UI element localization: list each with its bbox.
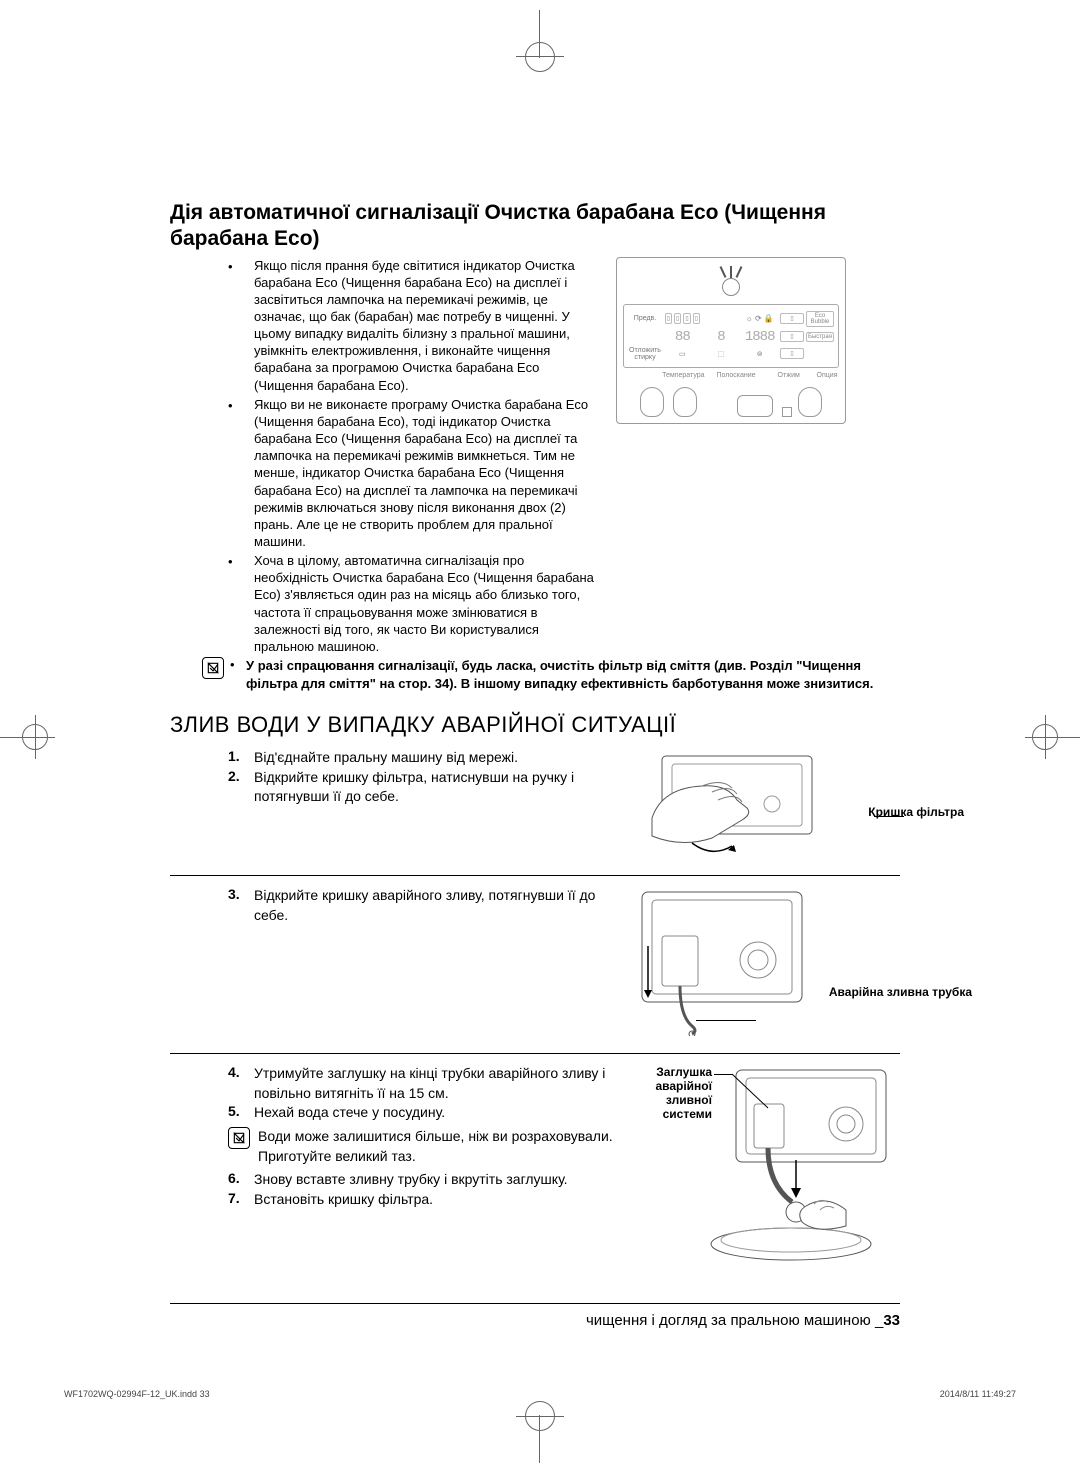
bullet-text: Якщо ви не виконаєте програму Очистка ба… xyxy=(254,396,600,550)
section-title-drain: ЗЛИВ ВОДИ У ВИПАДКУ АВАРІЙНОЇ СИТУАЦІЇ xyxy=(170,712,900,738)
filter-cover-illustration xyxy=(632,748,832,858)
drain-cap-illustration xyxy=(696,1064,896,1264)
step-item: 4. Утримуйте заглушку на кінці трубки ав… xyxy=(170,1064,620,1103)
control-panel-illustration: Предв. ▯▯▯▯ ☼ ⟳ 🔒 ▯ Eco Bubble 88 8 1888… xyxy=(616,257,846,424)
footer-meta-timestamp: 2014/8/11 11:49:27 xyxy=(940,1389,1016,1399)
step-text: Від'єднайте пральну машину від мережі. xyxy=(254,748,518,768)
note-text: У разі спрацювання сигналізації, будь ла… xyxy=(246,657,900,692)
step-item: 7. Встановіть кришку фільтра. xyxy=(170,1190,620,1210)
panel-segment: 1888 xyxy=(741,329,778,345)
step-item: 6. Знову вставте зливну трубку і вкрутіт… xyxy=(170,1170,620,1190)
panel-label: Eco Bubble xyxy=(806,311,834,327)
note-block: • У разі спрацювання сигналізації, будь … xyxy=(170,657,900,692)
bullet-item: • Якщо ви не виконаєте програму Очистка … xyxy=(228,396,600,550)
crop-mark xyxy=(525,1401,555,1431)
callout-drain-tube: Аварійна зливна трубка xyxy=(829,986,972,1000)
panel-segment: 88 xyxy=(664,329,701,345)
footer-page-number: 33 xyxy=(883,1312,900,1329)
separator xyxy=(170,875,900,876)
note-text: Води може залишитися більше, ніж ви розр… xyxy=(258,1127,620,1166)
step-item: 1. Від'єднайте пральну машину від мережі… xyxy=(170,748,620,768)
step-text: Утримуйте заглушку на кінці трубки аварі… xyxy=(254,1064,620,1103)
bullet-text: Хоча в цілому, автоматична сигналізація … xyxy=(254,552,600,655)
crop-mark xyxy=(525,42,555,72)
panel-col-label: Температура xyxy=(657,372,710,379)
step-text: Відкрийте кришку аварійного зливу, потяг… xyxy=(254,886,620,925)
step-text: Нехай вода стече у посудину. xyxy=(254,1103,445,1123)
step-text: Відкрийте кришку фільтра, натиснувши на … xyxy=(254,768,620,807)
footer-breadcrumb: чищення і догляд за пральною машиною _33 xyxy=(586,1312,900,1329)
note-icon xyxy=(202,657,224,679)
step-item: 2. Відкрийте кришку фільтра, натиснувши … xyxy=(170,768,620,807)
panel-col-label: Отжим xyxy=(762,372,815,379)
separator xyxy=(170,1053,900,1054)
panel-label: Отложить стирку xyxy=(628,347,662,361)
bullet-text: Якщо після прання буде світитися індикат… xyxy=(254,257,600,394)
drain-tube-illustration xyxy=(632,886,822,1036)
footer-rule xyxy=(170,1303,900,1304)
bullet-item: • Якщо після прання буде світитися індик… xyxy=(228,257,600,394)
footer-section-name: чищення і догляд за пральною машиною _ xyxy=(586,1312,883,1329)
step-item: 3. Відкрийте кришку аварійного зливу, по… xyxy=(170,886,620,925)
step-text: Встановіть кришку фільтра. xyxy=(254,1190,433,1210)
step-item: 5. Нехай вода стече у посудину. xyxy=(170,1103,620,1123)
step-text: Знову вставте зливну трубку і вкрутіть з… xyxy=(254,1170,568,1190)
note-block: Води може залишитися більше, ніж ви розр… xyxy=(170,1127,620,1166)
section-title-eco: Дія автоматичної сигналізації Очистка ба… xyxy=(170,200,900,253)
panel-label: Быстрая xyxy=(806,332,834,342)
panel-col-label: Полоскание xyxy=(710,372,763,379)
callout-filter-cover: Кришка фільтра xyxy=(868,806,964,820)
panel-label: Предв. xyxy=(628,315,662,322)
panel-col-label: Опция xyxy=(815,372,839,379)
note-icon xyxy=(228,1127,250,1149)
bullet-item: • Хоча в цілому, автоматична сигналізаці… xyxy=(228,552,600,655)
footer-meta-filename: WF1702WQ-02994F-12_UK.indd 33 xyxy=(64,1389,210,1399)
panel-segment: 8 xyxy=(703,329,740,345)
